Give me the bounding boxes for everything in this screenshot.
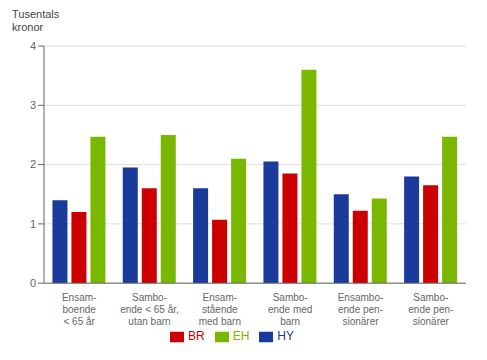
html-text:EH: EH bbox=[232, 329, 250, 344]
svg-text:3: 3 bbox=[30, 99, 36, 111]
svg-text:Sambo-ende pen-sionärer: Sambo-ende pen-sionärer bbox=[408, 292, 453, 327]
svg-text:0: 0 bbox=[30, 277, 36, 289]
svg-text:Sambo-ende medbarn: Sambo-ende medbarn bbox=[268, 292, 312, 327]
html-text:BR: BR bbox=[188, 329, 205, 344]
svg-text:Ensam-boende< 65 år: Ensam-boende< 65 år bbox=[62, 292, 96, 327]
svg-text:2: 2 bbox=[30, 158, 36, 170]
svg-text:Ensambo-ende pen-sionärer: Ensambo-ende pen-sionärer bbox=[338, 292, 384, 327]
html-text:HY: HY bbox=[277, 329, 294, 344]
svg-text:4: 4 bbox=[30, 40, 36, 52]
svg-text:Ensam-ståendemed barn: Ensam-ståendemed barn bbox=[199, 292, 241, 327]
html-text:Tusentals kronor: Tusentals kronor bbox=[12, 8, 60, 33]
svg-text:1: 1 bbox=[30, 218, 36, 230]
svg-text:Sambo-ende < 65 år,utan barn: Sambo-ende < 65 år,utan barn bbox=[120, 292, 179, 327]
